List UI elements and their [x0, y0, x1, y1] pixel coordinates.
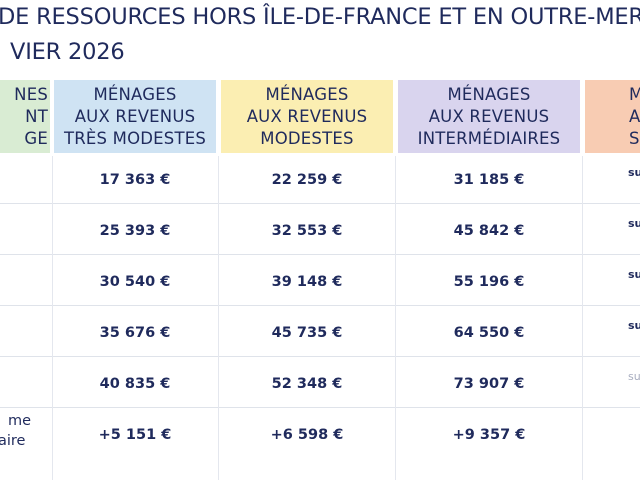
cell-intermediate: 45 842 €: [453, 223, 525, 239]
row-divider: [0, 254, 640, 255]
cell-superior-partial: su: [628, 267, 640, 281]
cell-very-modest: 30 540 €: [99, 274, 171, 290]
header-line: INTERMÉDIAIRES: [417, 128, 561, 148]
cell-modest: 45 735 €: [271, 325, 343, 341]
column-divider: [52, 156, 53, 480]
cell-intermediate: 64 550 €: [453, 325, 525, 341]
header-modest: MÉNAGES AUX REVENUS MODESTES: [221, 80, 393, 153]
header-very-modest: MÉNAGES AUX REVENUS TRÈS MODESTES: [54, 80, 216, 153]
row-divider: [0, 407, 640, 408]
table-row: 40 835 € 52 348 € 73 907 € su: [0, 360, 640, 408]
header-superior: M AUX SU: [585, 80, 640, 153]
header-line: AUX REVENUS: [246, 106, 368, 126]
cell-very-modest: 25 393 €: [99, 223, 171, 239]
cell-very-modest: 35 676 €: [99, 325, 171, 341]
cell-intermediate: 31 185 €: [453, 172, 525, 188]
cell-modest: 52 348 €: [271, 376, 343, 392]
cell-superior-partial: su: [628, 318, 640, 332]
header-line: MODESTES: [260, 128, 354, 148]
page-title: DE RESSOURCES HORS ÎLE-DE-FRANCE ET EN O…: [0, 4, 640, 30]
header-line: AUX REVENUS: [74, 106, 196, 126]
table-row: 25 393 € 32 553 € 45 842 € su: [0, 207, 640, 255]
cell-very-modest: 17 363 €: [99, 172, 171, 188]
cell-very-modest: +5 151 €: [98, 427, 172, 443]
header-line: TRÈS MODESTES: [63, 128, 207, 148]
cell-very-modest: 40 835 €: [99, 376, 171, 392]
header-line: NT: [25, 106, 48, 126]
header-intermediate: MÉNAGES AUX REVENUS INTERMÉDIAIRES: [398, 80, 580, 153]
cell-modest: 39 148 €: [271, 274, 343, 290]
header-line: SU: [629, 128, 640, 148]
cell-intermediate: 55 196 €: [453, 274, 525, 290]
page-subtitle: VIER 2026: [10, 39, 125, 65]
header-line: MÉNAGES: [93, 84, 177, 104]
header-line: AUX REVENUS: [428, 106, 550, 126]
row-divider: [0, 305, 640, 306]
table-row: 35 676 € 45 735 € 64 550 € su: [0, 309, 640, 357]
cell-superior-partial: su: [628, 165, 640, 179]
header-line: NES: [14, 84, 48, 104]
cell-modest: 32 553 €: [271, 223, 343, 239]
header-line: GE: [24, 128, 48, 148]
household-size-line: me: [8, 413, 32, 429]
cell-superior-partial: su: [628, 216, 640, 230]
household-size-line: aire: [0, 433, 26, 449]
header-household-size: NES NT GE: [0, 80, 50, 153]
row-divider: [0, 356, 640, 357]
cell-intermediate: +9 357 €: [452, 427, 526, 443]
column-divider: [395, 156, 396, 480]
header-line: M: [629, 84, 640, 104]
cell-household-size: me aire: [0, 411, 48, 459]
row-divider: [0, 203, 640, 204]
header-line: MÉNAGES: [447, 84, 531, 104]
header-line: MÉNAGES: [265, 84, 349, 104]
table-row: 17 363 € 22 259 € 31 185 € su: [0, 156, 640, 204]
cell-modest: +6 598 €: [270, 427, 344, 443]
cell-intermediate: 73 907 €: [453, 376, 525, 392]
table-row: me aire +5 151 € +6 598 € +9 357 €: [0, 411, 640, 459]
column-divider: [218, 156, 219, 480]
table-row: 30 540 € 39 148 € 55 196 € su: [0, 258, 640, 306]
column-divider: [582, 156, 583, 480]
header-line: AUX: [629, 106, 640, 126]
cell-modest: 22 259 €: [271, 172, 343, 188]
cell-superior-partial: su: [628, 369, 640, 383]
